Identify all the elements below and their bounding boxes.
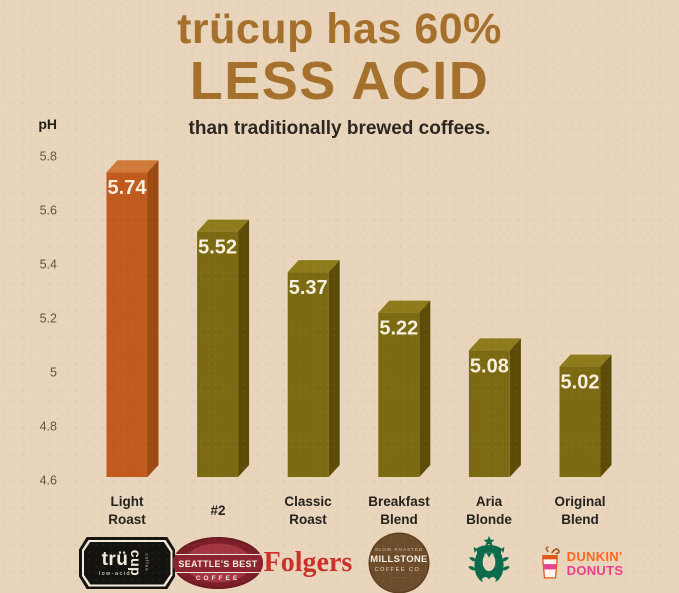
y-tick-label: 4.6 bbox=[40, 474, 57, 488]
category-label: Aria Blonde bbox=[466, 494, 512, 527]
bar-top-face-1 bbox=[197, 219, 250, 232]
bar-top-face-5 bbox=[559, 354, 612, 367]
y-axis-label: pH bbox=[38, 116, 57, 132]
y-tick-label: 5.8 bbox=[40, 150, 57, 164]
bar-front-face-2 bbox=[287, 272, 329, 477]
title-line-2: LESS ACID bbox=[189, 51, 490, 112]
subtitle: than traditionally brewed coffees. bbox=[188, 118, 491, 140]
column-original-blend: Original Blend DUNKIN' DONUTS bbox=[528, 492, 632, 593]
bar-value-label-0: 5.74 bbox=[108, 177, 148, 199]
trucup-logo: trü low-acid cup coffee bbox=[79, 537, 175, 589]
bar-side-face-1 bbox=[238, 219, 250, 477]
bar-front-face-1 bbox=[197, 231, 239, 477]
bar-front-face-4 bbox=[468, 350, 510, 477]
millstone-arc-text: SLOW ROASTED bbox=[374, 546, 424, 552]
seattles-best-logo: SEATTLE'S BEST COFFEE bbox=[173, 537, 263, 589]
bar-top-face-2 bbox=[287, 260, 340, 273]
y-tick-label: 4.8 bbox=[40, 420, 57, 434]
trucup-wordmark-vertical: cup bbox=[128, 549, 145, 577]
category-label: Original Blend bbox=[554, 494, 606, 527]
dunkin-donuts-logo: DUNKIN' DONUTS bbox=[537, 546, 624, 580]
seattles-best-coffee-text: COFFEE bbox=[195, 575, 241, 582]
category-label: Classic Roast bbox=[284, 494, 332, 527]
bar-side-face-4 bbox=[509, 338, 521, 477]
bar-front-face-3 bbox=[378, 312, 420, 477]
bar-top-face-4 bbox=[468, 338, 521, 351]
starbucks-siren-icon bbox=[468, 535, 510, 585]
bar-side-face-0 bbox=[147, 160, 159, 477]
trucup-tagline: low-acid bbox=[98, 570, 132, 577]
column-classic-roast: Classic Roast Folgers bbox=[256, 492, 360, 593]
column-light-roast: Light Roast trü low-acid cup coffee bbox=[75, 492, 179, 593]
category-label: Light Roast bbox=[108, 494, 146, 527]
category-label: Breakfast Blend bbox=[368, 494, 430, 527]
bar-value-label-5: 5.02 bbox=[561, 372, 600, 394]
bar-value-label-1: 5.52 bbox=[198, 237, 237, 259]
bar-front-face-0 bbox=[106, 172, 148, 477]
column-number-2: #2 SEATTLE'S BEST COFFEE bbox=[166, 492, 270, 593]
trucup-coffee-text: coffee bbox=[144, 553, 150, 572]
bar-value-label-3: 5.22 bbox=[379, 318, 418, 340]
millstone-logo: SLOW ROASTED MILLSTONE COFFEE CO. ······… bbox=[370, 534, 428, 592]
dunkin-coffee-cup-icon bbox=[541, 546, 560, 579]
trucup-wordmark: trü bbox=[101, 548, 129, 570]
bar-top-face-0 bbox=[106, 160, 159, 173]
header: trücup has 60% LESS ACID than traditiona… bbox=[0, 6, 679, 140]
bar-value-label-2: 5.37 bbox=[289, 277, 328, 299]
dunkin-wordmark-line2: DONUTS bbox=[566, 562, 624, 578]
dunkin-wordmark-line1: DUNKIN' bbox=[566, 548, 623, 564]
bar-value-label-4: 5.08 bbox=[470, 355, 509, 377]
bar-side-face-3 bbox=[419, 300, 431, 477]
column-aria-blonde: Aria Blonde bbox=[437, 492, 541, 593]
bar-top-face-3 bbox=[378, 300, 431, 313]
millstone-wordmark: MILLSTONE bbox=[370, 553, 428, 565]
bar-side-face-2 bbox=[328, 260, 340, 477]
y-tick-label: 5 bbox=[50, 366, 57, 380]
millstone-coffee-co-text: COFFEE CO. bbox=[374, 566, 424, 573]
title-line-1: trücup has 60% bbox=[177, 5, 502, 53]
folgers-logo: Folgers bbox=[263, 547, 353, 578]
category-label: #2 bbox=[210, 503, 226, 519]
y-tick-label: 5.2 bbox=[40, 312, 57, 326]
y-tick-label: 5.4 bbox=[40, 258, 57, 272]
column-breakfast-blend: Breakfast Blend SLOW ROASTED MILLSTONE C… bbox=[347, 492, 451, 593]
seattles-best-wordmark: SEATTLE'S BEST bbox=[178, 558, 258, 569]
bar-front-face-5 bbox=[559, 366, 601, 477]
y-tick-label: 5.6 bbox=[40, 204, 57, 218]
bar-side-face-5 bbox=[600, 354, 612, 477]
